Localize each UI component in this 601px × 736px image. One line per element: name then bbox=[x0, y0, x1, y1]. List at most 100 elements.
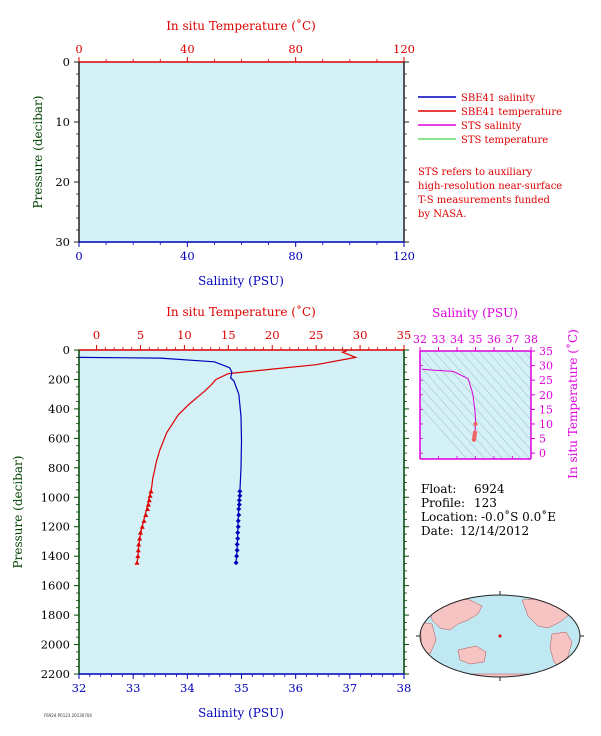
legend-label: STS temperature bbox=[461, 135, 548, 146]
inset-right-tick-label: 20 bbox=[539, 389, 553, 402]
main-top-tick-label: 35 bbox=[397, 328, 412, 342]
density-contour bbox=[420, 365, 504, 459]
inset-right-tick-label: 25 bbox=[539, 374, 553, 387]
float-label: Float: bbox=[421, 482, 456, 496]
sbe41-temperature-point bbox=[137, 530, 143, 535]
date-label: Date: bbox=[421, 524, 454, 538]
main-bottom-tick-label: 34 bbox=[180, 681, 195, 695]
ts-deep-point bbox=[473, 421, 478, 427]
inset-right-tick-label: 15 bbox=[539, 403, 553, 416]
sbe41-salinity-point bbox=[236, 506, 242, 512]
main-left-tick-label: 1800 bbox=[41, 608, 70, 622]
main-panel: In situ Temperature (˚C) 0 5 10 15 20 25 30 35 … bbox=[11, 304, 411, 720]
sbe41-salinity-point bbox=[234, 553, 240, 559]
sbe41-salinity-point bbox=[236, 512, 242, 518]
inset-right-tick-label: 5 bbox=[539, 433, 546, 446]
main-left-tick-label: 0 bbox=[63, 343, 70, 357]
sbe41-temperature-point bbox=[141, 518, 147, 523]
top-panel-bottom-axis-title: Salinity (PSU) bbox=[198, 274, 284, 288]
density-contour bbox=[460, 351, 531, 431]
main-panel-top-ticks: 0 5 10 15 20 25 30 35 bbox=[79, 328, 412, 351]
top-panel-left-tick-label: 20 bbox=[55, 175, 70, 189]
main-panel-left-axis-title: Pressure (decibar) bbox=[11, 456, 25, 569]
top-panel-top-ticks: 0 40 80 120 bbox=[75, 42, 415, 63]
main-top-tick-label: 30 bbox=[353, 328, 368, 342]
ts-inset-series-layer bbox=[421, 368, 478, 442]
sbe41-temperature-point bbox=[137, 536, 143, 541]
inset-top-tick-label: 32 bbox=[413, 333, 427, 346]
main-left-tick-label: 1200 bbox=[41, 520, 70, 534]
legend-label: SBE41 salinity bbox=[461, 93, 536, 104]
main-plot-area bbox=[79, 350, 404, 674]
main-top-tick-label: 15 bbox=[221, 328, 236, 342]
main-top-tick-label: 5 bbox=[137, 328, 144, 342]
legend-note: STS refers to auxiliary high-resolution n… bbox=[418, 167, 562, 220]
inset-top-tick-label: 36 bbox=[487, 333, 501, 346]
top-panel-left-tick-label: 10 bbox=[55, 115, 70, 129]
density-contour bbox=[433, 351, 531, 459]
main-left-tick-label: 2000 bbox=[41, 638, 70, 652]
ts-inset-top-axis-title: Salinity (PSU) bbox=[432, 306, 518, 320]
profile-value: 123 bbox=[474, 496, 497, 510]
inset-top-tick-label: 38 bbox=[524, 333, 538, 346]
sbe41-temperature-point bbox=[135, 553, 141, 559]
top-panel-left-ticks: 0 10 20 30 bbox=[55, 55, 409, 249]
main-series-layer bbox=[79, 350, 358, 566]
density-contour bbox=[505, 351, 531, 381]
inset-right-tick-label: 10 bbox=[539, 418, 553, 431]
main-bottom-tick-label: 35 bbox=[234, 681, 249, 695]
date-value: 12/14/2012 bbox=[460, 524, 529, 538]
sbe41-salinity-point bbox=[234, 541, 240, 547]
top-panel-top-tick-label: 0 bbox=[75, 42, 82, 56]
density-contour bbox=[523, 351, 531, 360]
top-plot-area bbox=[79, 62, 404, 242]
ts-density-contours bbox=[420, 351, 531, 459]
inset-right-tick-label: 35 bbox=[539, 345, 553, 358]
top-panel-bottom-tick-label: 40 bbox=[180, 249, 195, 263]
density-contour bbox=[424, 351, 522, 459]
top-panel-bottom-ticks: 0 40 80 120 bbox=[75, 241, 415, 263]
legend-note-line: high-resolution near-surface bbox=[418, 181, 562, 192]
top-panel-top-tick-label: 120 bbox=[393, 42, 415, 56]
sbe41-salinity-line bbox=[79, 356, 243, 563]
main-bottom-tick-label: 36 bbox=[288, 681, 303, 695]
main-top-tick-label: 0 bbox=[93, 328, 100, 342]
top-panel-bottom-tick-label: 0 bbox=[75, 249, 82, 263]
top-panel-top-tick-label: 80 bbox=[288, 42, 303, 56]
map-land-australia bbox=[457, 645, 487, 665]
main-left-tick-label: 1400 bbox=[41, 549, 70, 563]
density-contour bbox=[442, 351, 531, 451]
ts-deep-point bbox=[471, 437, 477, 442]
density-contour bbox=[478, 351, 531, 411]
legend-label: STS salinity bbox=[461, 121, 522, 132]
inset-top-tick-label: 33 bbox=[432, 333, 446, 346]
sbe41-temperature-point bbox=[148, 488, 154, 494]
density-contour bbox=[469, 351, 531, 421]
main-left-tick-label: 400 bbox=[48, 402, 70, 416]
profile-label: Profile: bbox=[421, 496, 465, 510]
top-panel-top-tick-label: 40 bbox=[180, 42, 195, 56]
float-info: Float: 6924 Profile: 123 Location: -0.0˚… bbox=[421, 482, 556, 538]
legend-note-line: by NASA. bbox=[418, 209, 466, 220]
main-top-tick-label: 25 bbox=[309, 328, 324, 342]
main-left-tick-label: 1000 bbox=[41, 490, 70, 504]
sbe41-temperature-point bbox=[145, 506, 151, 512]
density-contour bbox=[451, 351, 531, 441]
sbe41-salinity-point bbox=[235, 518, 241, 524]
top-panel: In situ Temperature (˚C) 0 40 80 120 0 10 20 3… bbox=[31, 18, 415, 288]
density-contour bbox=[514, 351, 531, 370]
footer-tiny-text: F6924 P0123 20130704 bbox=[44, 713, 92, 718]
main-left-tick-label: 2200 bbox=[41, 667, 70, 681]
main-top-tick-label: 20 bbox=[265, 328, 280, 342]
sbe41-salinity-point bbox=[235, 524, 241, 530]
ts-inset-right-axis-title: In situ Temperature (˚C) bbox=[565, 329, 580, 479]
sbe41-salinity-point bbox=[233, 560, 239, 566]
top-panel-left-tick-label: 30 bbox=[55, 235, 70, 249]
sbe41-temperature-point bbox=[134, 560, 140, 565]
main-panel-left-ticks: 0 200 400 600 800 1000 1200 1400 1600 1800 2000 220… bbox=[41, 343, 409, 681]
sbe41-salinity-point bbox=[237, 488, 243, 494]
sbe41-temperature-point bbox=[136, 541, 142, 547]
ts-inset-top-ticks: 32 33 34 35 36 37 38 bbox=[413, 333, 538, 460]
